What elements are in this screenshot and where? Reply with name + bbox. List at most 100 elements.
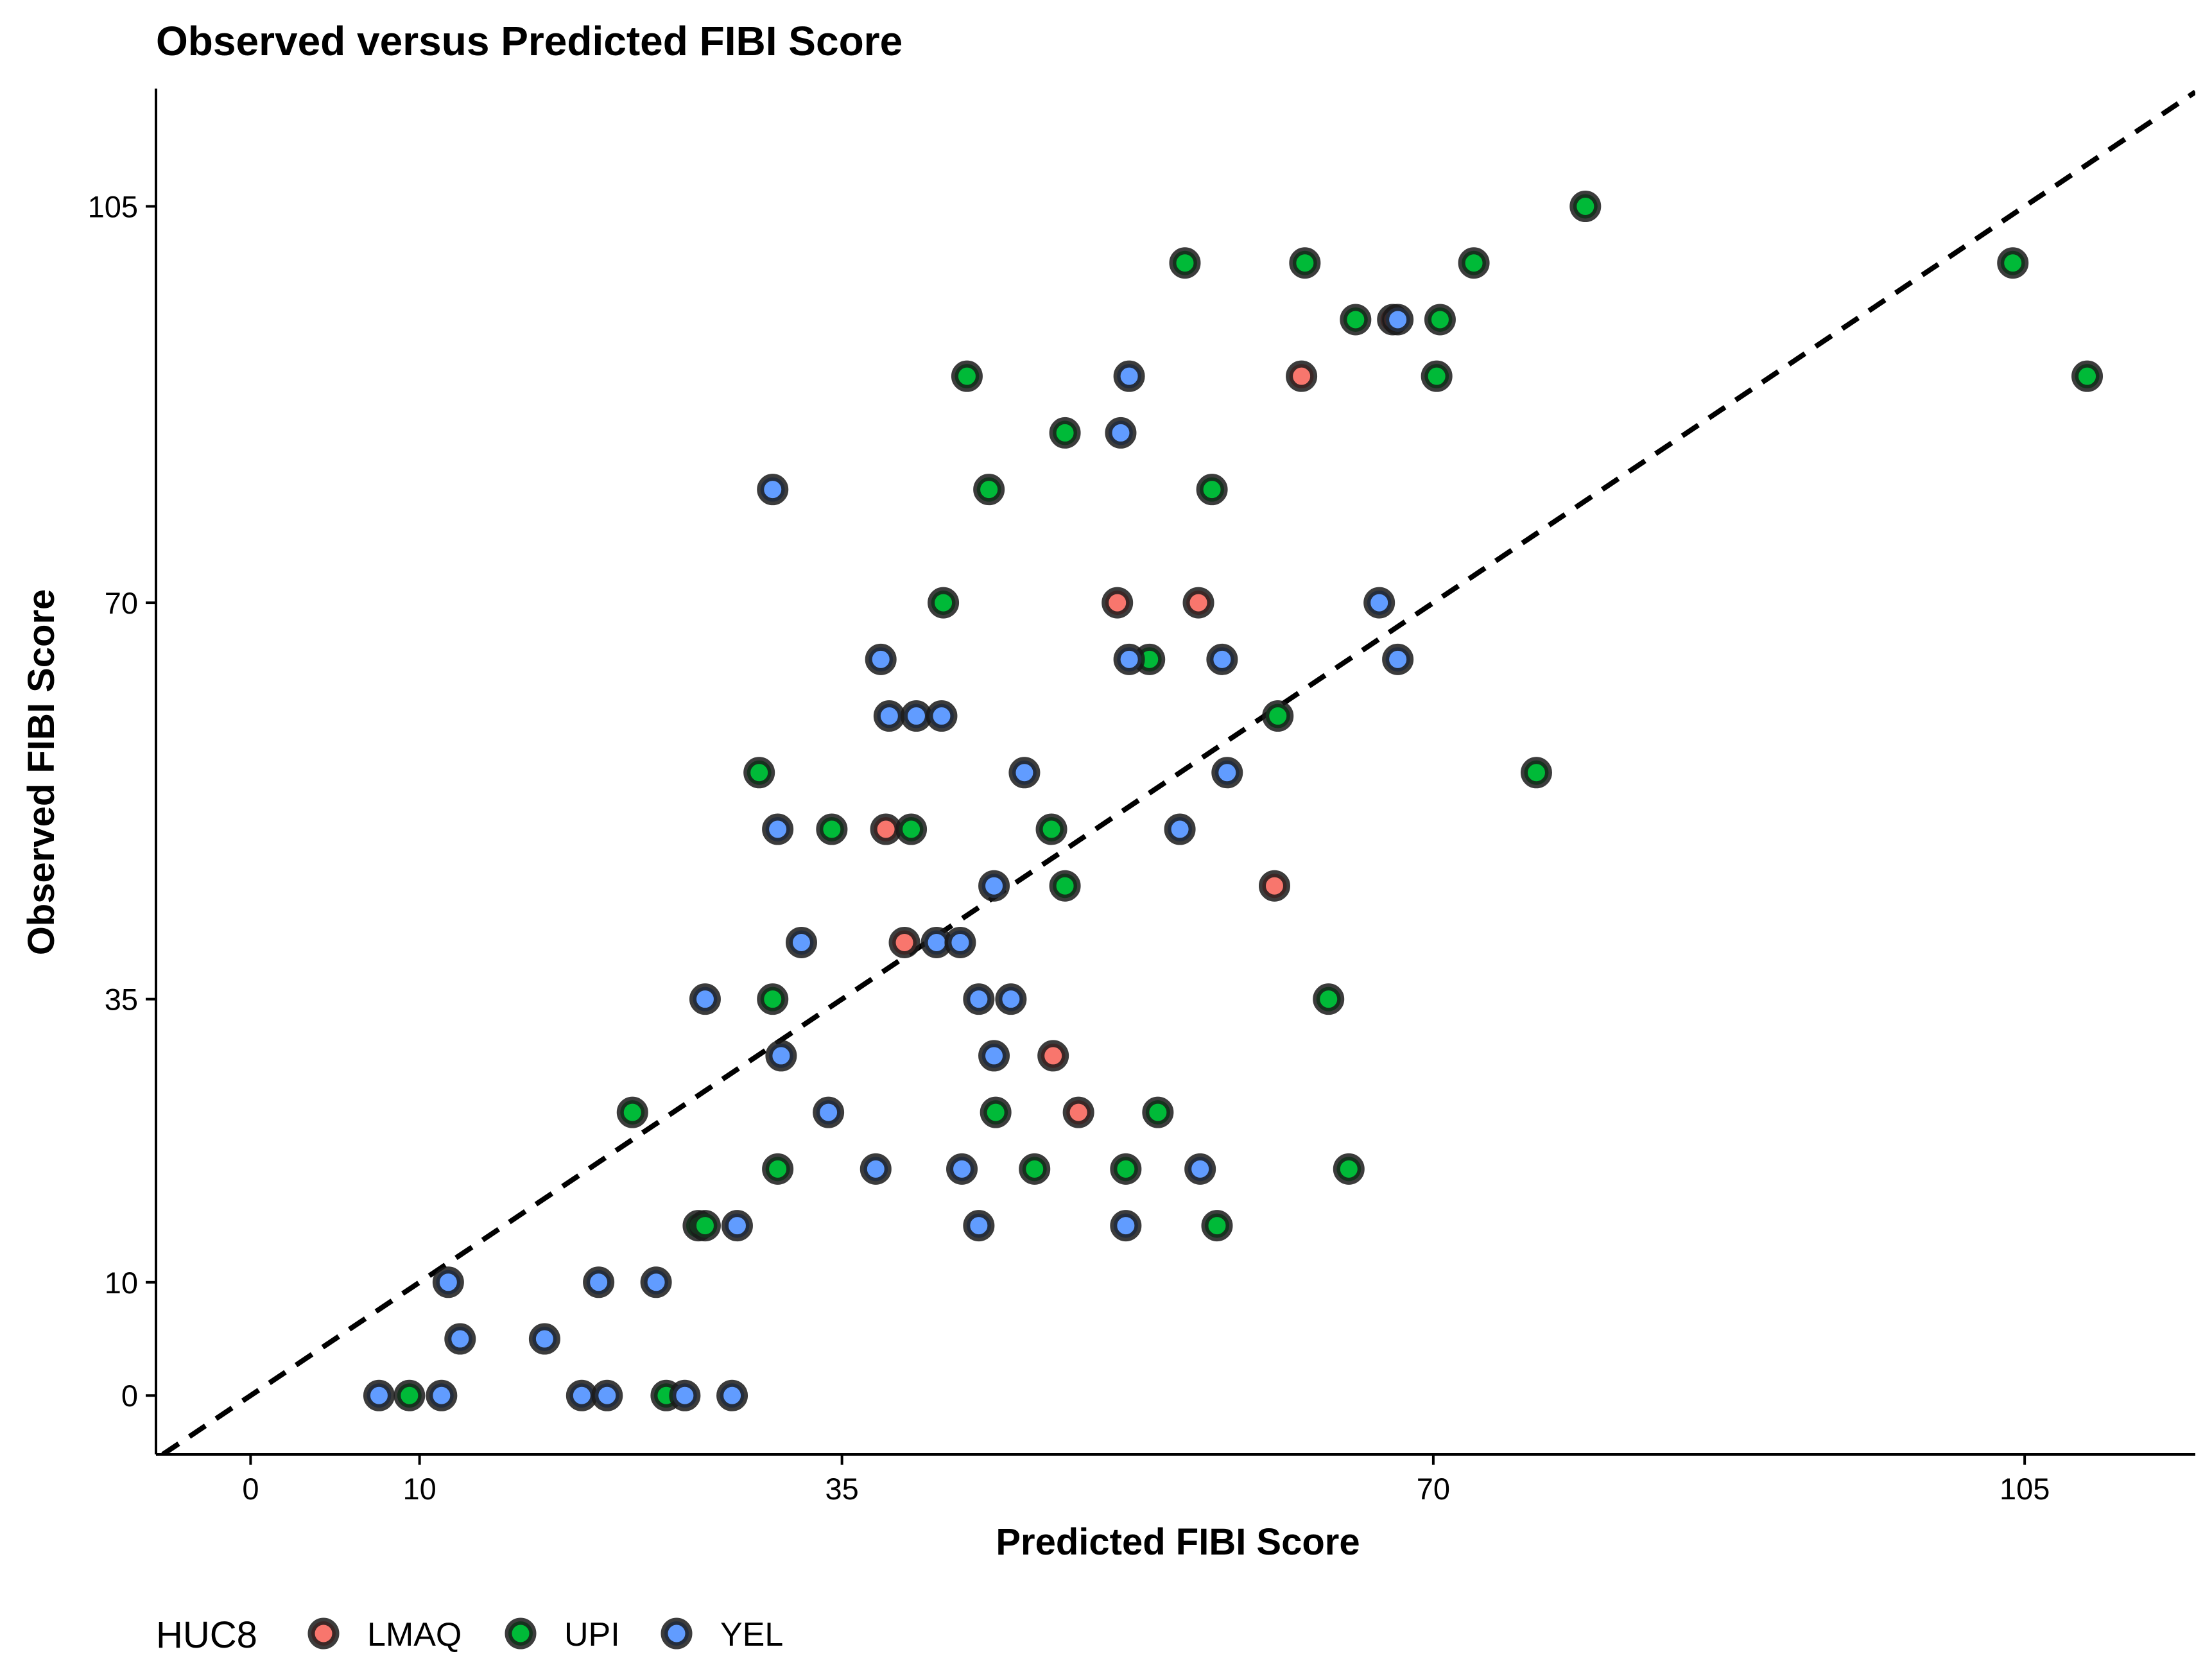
- data-point: [743, 757, 775, 789]
- data-point: [1035, 813, 1067, 845]
- data-point: [860, 1153, 892, 1185]
- data-point: [1289, 247, 1321, 279]
- data-point: [1037, 1040, 1069, 1072]
- data-point: [1569, 191, 1602, 223]
- legend-item-lmaq: LMAQ: [307, 1616, 462, 1653]
- data-point: [1049, 870, 1081, 902]
- data-point: [669, 1379, 701, 1411]
- y-tick-label: 105: [88, 190, 138, 224]
- data-point: [980, 1096, 1012, 1128]
- data-point: [1182, 587, 1214, 619]
- data-point: [432, 1266, 464, 1298]
- data-point: [1340, 304, 1372, 336]
- data-point: [1458, 247, 1490, 279]
- data-point: [946, 1153, 978, 1185]
- legend-label: YEL: [720, 1616, 783, 1653]
- data-point: [566, 1379, 598, 1411]
- x-tick-label: 70: [1417, 1472, 1450, 1506]
- data-point: [995, 983, 1027, 1015]
- data-point: [689, 1210, 721, 1242]
- data-point: [1363, 587, 1395, 619]
- legend-key: [307, 1617, 340, 1650]
- data-point: [1421, 360, 1453, 392]
- data-point: [1113, 643, 1145, 675]
- data-point: [363, 1379, 395, 1411]
- axes: 0 10 35 70 105 0 10 35 70 105: [88, 89, 2195, 1506]
- data-point: [926, 700, 958, 732]
- data-point: [591, 1379, 623, 1411]
- data-point: [1110, 1210, 1142, 1242]
- x-axis-title: Predicted FIBI Score: [996, 1521, 1360, 1563]
- data-point: [951, 360, 983, 392]
- data-point: [1997, 247, 2029, 279]
- data-point: [900, 700, 932, 732]
- data-point: [928, 587, 960, 619]
- data-point: [944, 926, 976, 958]
- identity-line: [161, 89, 2195, 1454]
- data-point: [1184, 1153, 1216, 1185]
- data-point: [1313, 983, 1345, 1015]
- data-point: [1211, 757, 1243, 789]
- data-point: [689, 983, 721, 1015]
- data-point: [762, 1153, 794, 1185]
- data-point: [721, 1210, 753, 1242]
- data-point: [813, 1096, 845, 1128]
- data-point: [528, 1323, 560, 1355]
- data-point: [716, 1379, 748, 1411]
- data-point: [1164, 813, 1196, 845]
- legend-title: HUC8: [156, 1614, 257, 1656]
- legend-label: UPI: [564, 1616, 620, 1653]
- legend: HUC8 LMAQ UPI YEL: [156, 1614, 783, 1656]
- data-point: [1520, 757, 1552, 789]
- data-point: [765, 1040, 797, 1072]
- data-point: [757, 474, 789, 506]
- data-point: [895, 813, 928, 845]
- data-point: [1102, 587, 1134, 619]
- x-tick-label: 10: [402, 1472, 436, 1506]
- series-upi: [393, 191, 2104, 1411]
- data-point: [1196, 474, 1228, 506]
- data-point: [963, 983, 995, 1015]
- data-point: [1206, 643, 1238, 675]
- data-point: [1258, 870, 1290, 902]
- x-tick-label: 105: [2000, 1472, 2050, 1506]
- legend-key: [661, 1617, 693, 1650]
- data-point: [816, 813, 848, 845]
- y-tick-label: 35: [105, 983, 138, 1017]
- data-point: [1424, 304, 1456, 336]
- data-point: [1110, 1153, 1142, 1185]
- data-point: [616, 1096, 648, 1128]
- x-tick-label: 0: [242, 1472, 259, 1506]
- y-axis-title: Observed FIBI Score: [21, 589, 62, 956]
- data-point: [393, 1379, 426, 1411]
- legend-item-yel: YEL: [661, 1616, 783, 1653]
- chart-title: Observed versus Predicted FIBI Score: [156, 18, 903, 64]
- data-point: [2071, 360, 2104, 392]
- plot-area: [161, 89, 2195, 1454]
- data-point: [1049, 417, 1081, 449]
- data-point: [963, 1210, 995, 1242]
- data-point: [1169, 247, 1201, 279]
- x-tick-label: 35: [825, 1472, 859, 1506]
- data-point: [444, 1323, 476, 1355]
- y-tick-label: 10: [105, 1266, 138, 1300]
- data-point: [865, 643, 897, 675]
- y-tick-label: 70: [105, 586, 138, 620]
- data-point: [1142, 1096, 1174, 1128]
- data-point: [1382, 304, 1414, 336]
- data-point: [1105, 417, 1137, 449]
- series-lmaq: [870, 304, 1409, 1128]
- data-point: [973, 474, 1005, 506]
- data-point: [1008, 757, 1041, 789]
- data-point: [785, 926, 817, 958]
- data-point: [888, 926, 920, 958]
- data-point: [426, 1379, 458, 1411]
- legend-key: [505, 1617, 537, 1650]
- legend-item-upi: UPI: [505, 1616, 620, 1653]
- data-point: [762, 813, 794, 845]
- data-point: [870, 813, 902, 845]
- legend-label: LMAQ: [367, 1616, 462, 1653]
- data-point: [978, 1040, 1010, 1072]
- data-point: [873, 700, 905, 732]
